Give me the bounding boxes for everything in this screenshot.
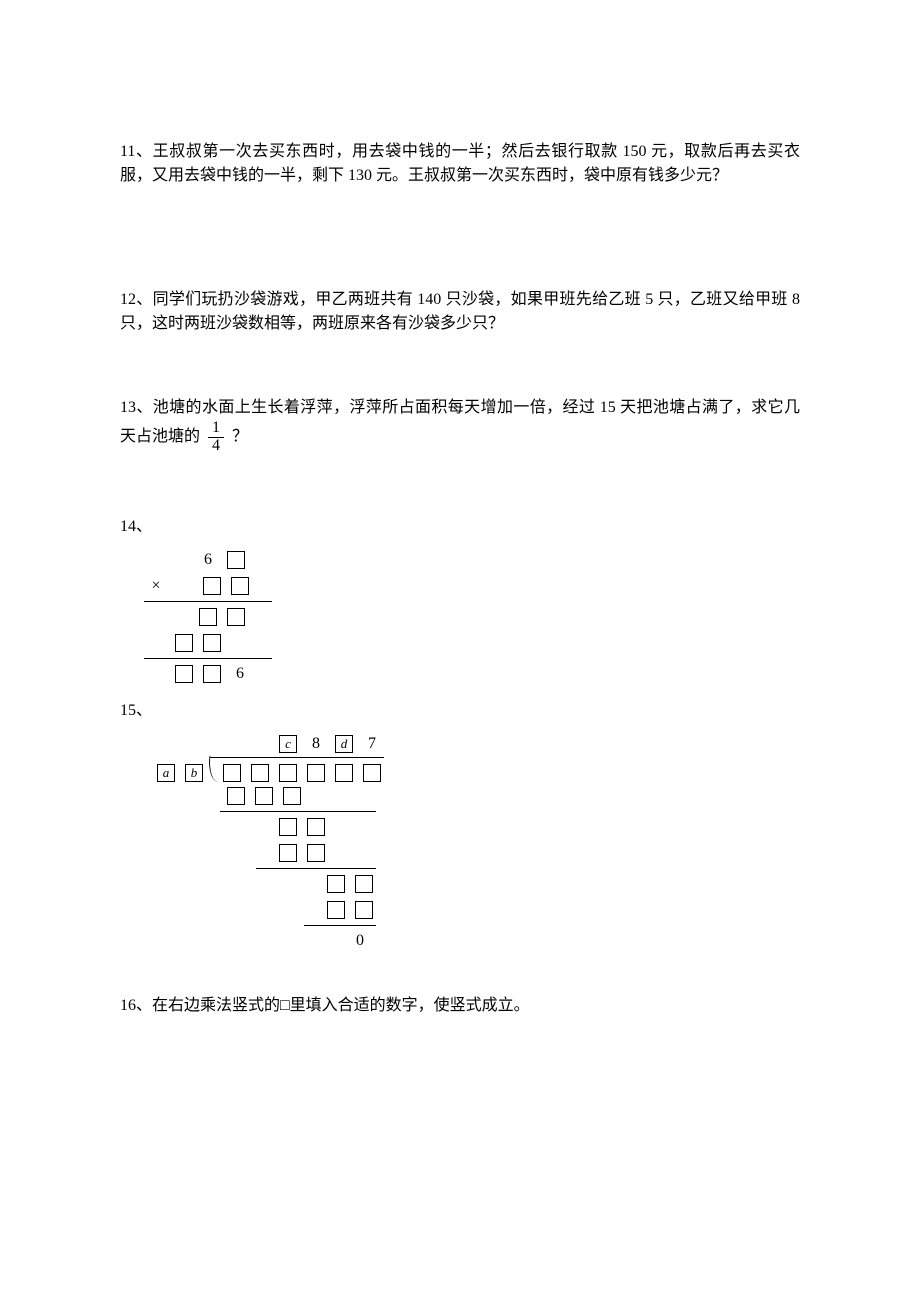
div-dividend-box [307, 764, 325, 782]
div-step2a-row [154, 814, 800, 840]
div-box [227, 787, 245, 805]
div-divisor-box-b: b [185, 764, 203, 782]
problem-12: 12、同学们玩扔沙袋游戏，甲乙两班共有 140 只沙袋，如果甲班先给乙班 5 只… [120, 288, 800, 336]
mul-rule-1 [144, 601, 272, 602]
mul-row-4 [144, 630, 800, 656]
mul-box [227, 551, 245, 569]
div-dividend-row: a b [154, 757, 800, 783]
mul-row-5: 6 [144, 661, 800, 687]
mul-rule-2 [144, 658, 272, 659]
div-divisor-box-a: a [157, 764, 175, 782]
div-box [279, 844, 297, 862]
long-division-diagram: c 8 d 7 a b [154, 731, 800, 954]
mul-box [203, 634, 221, 652]
fraction-denominator: 4 [208, 438, 224, 455]
div-step1-row [154, 783, 800, 809]
div-box [307, 844, 325, 862]
div-rule-1 [220, 811, 376, 812]
problem-16-label: 16、 [120, 997, 152, 1014]
mul-box [227, 608, 245, 626]
problem-12-text: 同学们玩扔沙袋游戏，甲乙两班共有 140 只沙袋，如果甲班先给乙班 5 只，乙班… [120, 291, 800, 332]
div-step3b-row [154, 897, 800, 923]
div-quotient-7: 7 [363, 735, 381, 753]
mul-result-6: 6 [231, 665, 249, 683]
mul-digit-6: 6 [199, 551, 217, 569]
mul-box [175, 634, 193, 652]
mul-row-1: 6 [144, 547, 800, 573]
problem-15-label-row: 15、 [120, 699, 800, 723]
div-step3a-row [154, 871, 800, 897]
div-box [279, 818, 297, 836]
problem-11-label: 11、 [120, 143, 153, 160]
div-remainder-row: 0 [154, 928, 800, 954]
multiplication-diagram: 6 × 6 [144, 547, 800, 687]
mul-row-3 [144, 604, 800, 630]
div-quotient-box-d: d [335, 735, 353, 753]
div-box [355, 901, 373, 919]
div-remainder-0: 0 [351, 932, 369, 950]
problem-11-text: 王叔叔第一次去买东西时，用去袋中钱的一半；然后去银行取款 150 元，取款后再去… [120, 143, 800, 184]
problem-16-text: 在右边乘法竖式的□里填入合适的数字，使竖式成立。 [152, 997, 530, 1014]
mul-box [231, 577, 249, 595]
div-rule-2 [256, 868, 376, 869]
div-box [283, 787, 301, 805]
div-box [327, 901, 345, 919]
page: 11、王叔叔第一次去买东西时，用去袋中钱的一半；然后去银行取款 150 元，取款… [0, 0, 920, 1126]
problem-14-label-row: 14、 [120, 515, 800, 539]
problem-14-label: 14、 [120, 518, 152, 535]
problem-11: 11、王叔叔第一次去买东西时，用去袋中钱的一半；然后去银行取款 150 元，取款… [120, 140, 800, 188]
mul-box [199, 608, 217, 626]
problem-12-label: 12、 [120, 291, 153, 308]
div-dividend-box [335, 764, 353, 782]
fraction-one-quarter: 1 4 [208, 420, 224, 455]
div-box [255, 787, 273, 805]
div-box [355, 875, 373, 893]
problem-15-label: 15、 [120, 702, 152, 719]
problem-16: 16、在右边乘法竖式的□里填入合适的数字，使竖式成立。 [120, 994, 800, 1018]
mul-box [203, 665, 221, 683]
div-dividend-box [223, 764, 241, 782]
division-bar-icon [210, 757, 384, 786]
problem-13: 13、池塘的水面上生长着浮萍，浮萍所占面积每天增加一倍，经过 15 天把池塘占满… [120, 396, 800, 455]
mul-box [203, 577, 221, 595]
div-quotient-row: c 8 d 7 [154, 731, 800, 757]
div-rule-3 [304, 925, 376, 926]
div-box [307, 818, 325, 836]
multiply-sign-icon: × [147, 573, 165, 599]
div-dividend-box [363, 764, 381, 782]
mul-box [175, 665, 193, 683]
div-dividend-box [279, 764, 297, 782]
div-step2b-row [154, 840, 800, 866]
fraction-numerator: 1 [208, 420, 224, 438]
div-quotient-box-c: c [279, 735, 297, 753]
div-quotient-8: 8 [307, 735, 325, 753]
problem-13-label: 13、 [120, 399, 153, 416]
mul-row-2: × [144, 573, 800, 599]
problem-13-text-after: ？ [232, 428, 248, 445]
div-box [327, 875, 345, 893]
div-dividend-box [251, 764, 269, 782]
